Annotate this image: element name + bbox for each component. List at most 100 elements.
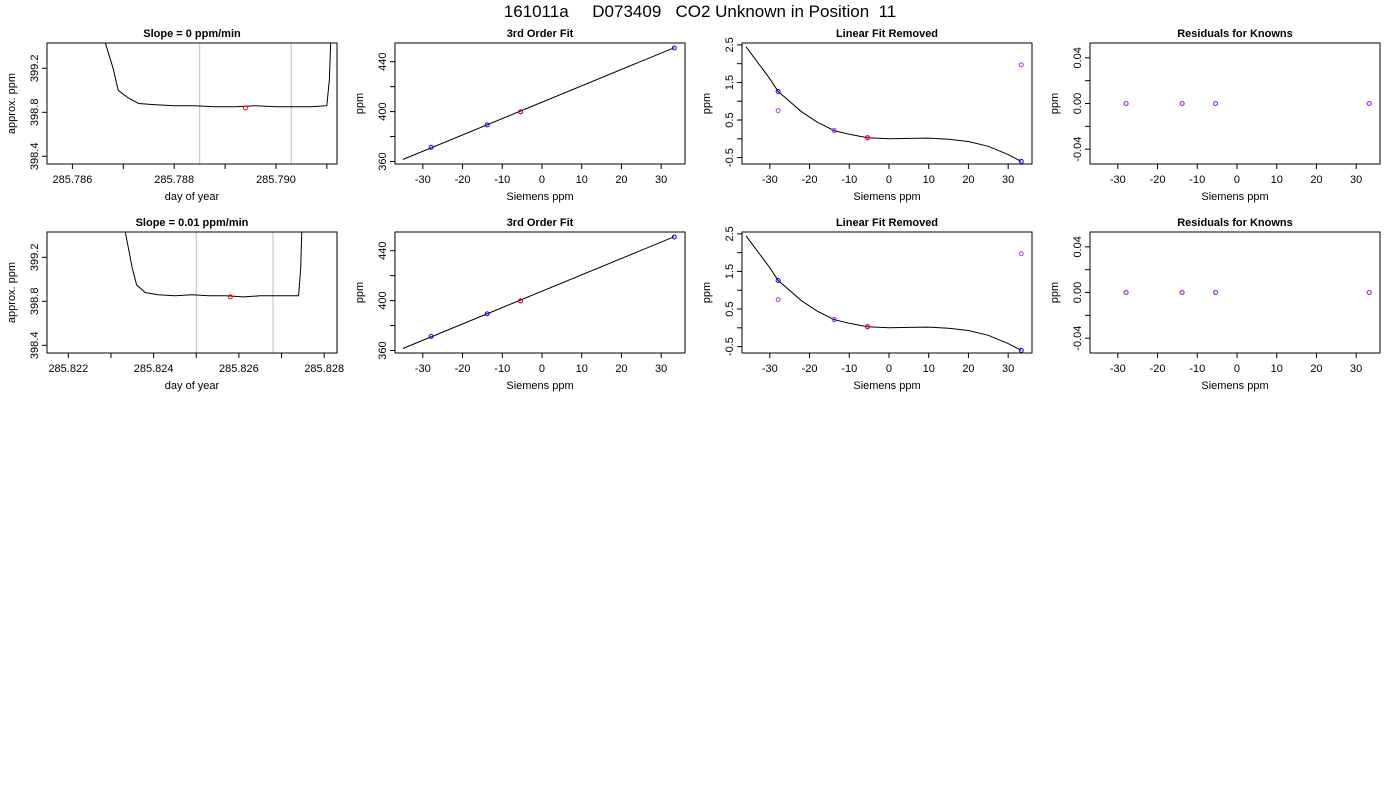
chart-title: 3rd Order Fit bbox=[507, 28, 574, 40]
fit-curve bbox=[745, 46, 1022, 162]
chart-panel-4: Residuals for Knowns -30 -20 -10 0 10 20 30 -0.0… bbox=[1049, 28, 1381, 203]
x-tick-label: 285.826 bbox=[219, 363, 259, 375]
chart-title: 3rd Order Fit bbox=[507, 217, 574, 229]
x-tick-label: 30 bbox=[655, 174, 667, 186]
y-tick-label: 400 bbox=[377, 291, 389, 309]
plot-frame bbox=[741, 42, 1033, 165]
y-tick-label: 0.00 bbox=[1072, 282, 1084, 303]
x-tick-label: -20 bbox=[455, 363, 471, 375]
x-axis-label: Siemens ppm bbox=[853, 380, 920, 392]
plot-area bbox=[1123, 101, 1372, 106]
data-point-unknown bbox=[865, 324, 871, 330]
chart-panel-7: Linear Fit Removed -30 -20 -10 0 10 20 30 -0.5 0.… bbox=[701, 217, 1033, 392]
y-axis-label: ppm bbox=[701, 93, 713, 114]
x-tick-label: -20 bbox=[802, 363, 818, 375]
data-point-raw bbox=[1213, 101, 1219, 106]
chart-panel-5: Slope = 0.01 ppm/min 285.822 285.824 285.82… bbox=[6, 217, 344, 392]
y-tick-label: 400 bbox=[377, 102, 389, 120]
x-axis-label: day of year bbox=[165, 191, 220, 203]
y-tick-label: 398.4 bbox=[29, 143, 41, 171]
y-tick-label: 0.00 bbox=[1072, 93, 1084, 114]
plot-area bbox=[745, 46, 1024, 164]
y-tick-label: -0.5 bbox=[724, 148, 736, 167]
x-tick-label: -20 bbox=[802, 174, 818, 186]
page-title: 161011a D073409 CO2 Unknown in Position … bbox=[503, 2, 897, 21]
x-tick-label: 20 bbox=[615, 363, 627, 375]
plot-frame bbox=[46, 42, 338, 165]
y-tick-label: 2.5 bbox=[724, 226, 736, 241]
y-tick-label: 0.04 bbox=[1072, 47, 1084, 68]
x-tick-label: 285.824 bbox=[134, 363, 174, 375]
x-tick-label: 285.822 bbox=[48, 363, 88, 375]
chart-panel-3: Linear Fit Removed -30 -20 -10 0 10 20 30 -0.5 0.… bbox=[701, 28, 1033, 203]
plot-area bbox=[124, 232, 303, 300]
x-tick-label: -20 bbox=[1150, 363, 1166, 375]
x-tick-label: -30 bbox=[762, 363, 778, 375]
chart-panel-1: Slope = 0 ppm/min 285.786 285.788 285.790 39… bbox=[6, 28, 338, 203]
x-tick-label: 10 bbox=[1271, 174, 1283, 186]
x-tick-label: -10 bbox=[494, 174, 510, 186]
x-tick-label: 285.788 bbox=[154, 174, 194, 186]
x-tick-label: 10 bbox=[576, 363, 588, 375]
chart-panel-2: 3rd Order Fit -30 -20 -10 0 10 20 30 360 400 440 Si… bbox=[354, 28, 686, 203]
data-point-unknown bbox=[242, 105, 248, 111]
data-point-known bbox=[484, 311, 490, 317]
data-point-known bbox=[775, 277, 781, 283]
plot-frame bbox=[46, 231, 338, 354]
data-point-raw bbox=[1018, 62, 1024, 68]
x-tick-label: 30 bbox=[1350, 363, 1362, 375]
x-axis-label: Siemens ppm bbox=[506, 380, 573, 392]
x-tick-label: 30 bbox=[1002, 363, 1014, 375]
data-point-raw bbox=[1366, 101, 1372, 106]
plot-frame bbox=[1089, 231, 1381, 354]
x-tick-label: 20 bbox=[615, 174, 627, 186]
y-axis-label: ppm bbox=[354, 282, 366, 303]
x-tick-label: 30 bbox=[1002, 174, 1014, 186]
y-axis-label: ppm bbox=[354, 93, 366, 114]
y-axis-label: ppm bbox=[1049, 282, 1061, 303]
y-tick-label: 399.2 bbox=[29, 244, 41, 272]
chart-panel-8: Residuals for Knowns -30 -20 -10 0 10 20 30 -0.0… bbox=[1049, 217, 1381, 392]
data-point-raw bbox=[1366, 290, 1372, 295]
series-line bbox=[104, 43, 332, 108]
y-tick-label: 1.5 bbox=[724, 264, 736, 279]
x-tick-label: 285.786 bbox=[53, 174, 93, 186]
x-axis-label: day of year bbox=[165, 380, 220, 392]
y-axis-label: approx. ppm bbox=[6, 73, 18, 134]
data-point-known bbox=[428, 144, 434, 150]
y-tick-label: 0.5 bbox=[724, 301, 736, 316]
data-point-known bbox=[1018, 158, 1024, 164]
x-axis-label: Siemens ppm bbox=[506, 191, 573, 203]
data-point-raw bbox=[1123, 101, 1129, 106]
plot-frame bbox=[394, 231, 686, 354]
x-tick-label: 0 bbox=[1234, 363, 1240, 375]
plot-frame bbox=[394, 42, 686, 165]
plot-area bbox=[1123, 290, 1372, 295]
y-tick-label: 2.5 bbox=[724, 37, 736, 52]
chart-title: Linear Fit Removed bbox=[836, 217, 938, 229]
x-tick-label: 10 bbox=[923, 363, 935, 375]
x-tick-label: -10 bbox=[1189, 174, 1205, 186]
data-point-raw bbox=[831, 128, 837, 134]
y-tick-label: 398.8 bbox=[29, 99, 41, 127]
data-point-raw bbox=[775, 108, 781, 114]
series-line bbox=[124, 232, 303, 298]
y-tick-label: 0.04 bbox=[1072, 236, 1084, 257]
x-tick-label: 0 bbox=[539, 174, 545, 186]
y-tick-label: 399.2 bbox=[29, 55, 41, 83]
data-point-known bbox=[428, 333, 434, 339]
x-tick-label: 10 bbox=[923, 174, 935, 186]
x-tick-label: -10 bbox=[1189, 363, 1205, 375]
x-tick-label: -30 bbox=[415, 363, 431, 375]
fit-curve bbox=[402, 236, 675, 349]
x-tick-label: -20 bbox=[455, 174, 471, 186]
x-tick-label: -30 bbox=[415, 174, 431, 186]
x-tick-label: 30 bbox=[655, 363, 667, 375]
x-tick-label: -10 bbox=[841, 363, 857, 375]
data-point-raw bbox=[775, 297, 781, 303]
plot-frame bbox=[1089, 42, 1381, 165]
x-axis-label: Siemens ppm bbox=[853, 191, 920, 203]
x-tick-label: 0 bbox=[1234, 174, 1240, 186]
data-point-unknown bbox=[518, 298, 524, 304]
y-tick-label: -0.5 bbox=[724, 337, 736, 356]
